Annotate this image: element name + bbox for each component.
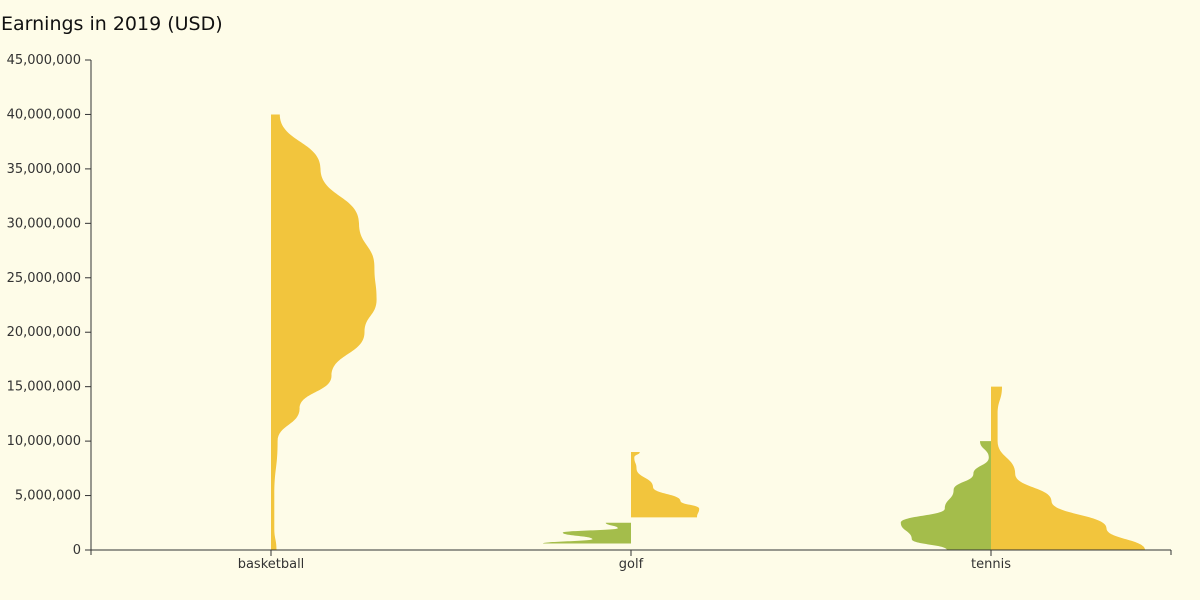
violin-half-tennis-left [900, 441, 991, 550]
y-tick-label: 40,000,000 [7, 107, 81, 122]
y-tick-label: 0 [73, 543, 81, 558]
violin-half-golf-left [543, 522, 631, 544]
y-tick-label: 10,000,000 [7, 434, 81, 449]
chart-title: Earnings in 2019 (USD) [1, 13, 223, 35]
y-tick-label: 15,000,000 [7, 380, 81, 395]
violin-half-basketball-right [271, 114, 377, 550]
y-tick-label: 5,000,000 [15, 489, 81, 504]
y-tick-label: 30,000,000 [7, 216, 81, 231]
x-tick-label: tennis [971, 557, 1011, 572]
y-tick-label: 20,000,000 [7, 325, 81, 340]
y-tick-label: 25,000,000 [7, 271, 81, 286]
x-tick-label: golf [619, 557, 644, 572]
violin-half-golf-right [631, 452, 700, 518]
y-tick-label: 45,000,000 [7, 53, 81, 68]
y-tick-label: 35,000,000 [7, 162, 81, 177]
violin-half-tennis-right [991, 386, 1145, 550]
x-tick-label: basketball [238, 557, 305, 572]
plot-area: 0 5,000,000 10,000,000 15,000,000 20,000,000… [7, 53, 1172, 572]
